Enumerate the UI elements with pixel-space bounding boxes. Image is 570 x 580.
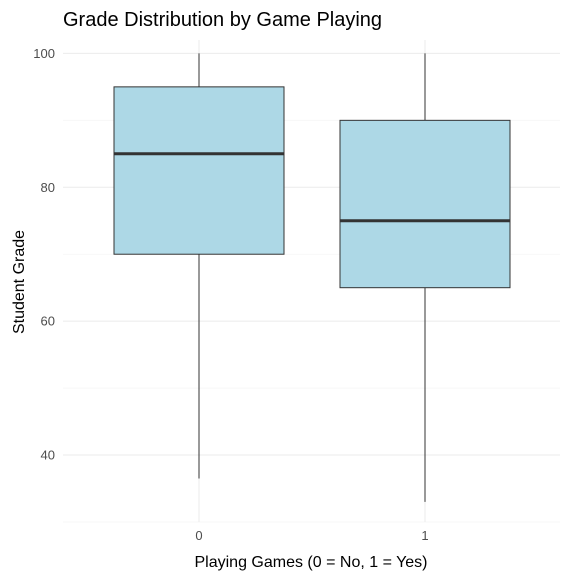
y-axis-title: Student Grade	[11, 230, 28, 334]
y-tick-labels: 40 60 80 100	[33, 46, 55, 463]
chart-title: Grade Distribution by Game Playing	[63, 9, 382, 31]
x-tick-label: 0	[195, 528, 202, 543]
x-tick-label: 1	[421, 528, 428, 543]
iqr-box	[339, 119, 511, 289]
y-tick-label: 100	[33, 46, 55, 61]
box-0	[113, 53, 285, 479]
y-tick-label: 60	[41, 314, 55, 329]
y-tick-label: 40	[41, 448, 55, 463]
box-series	[113, 53, 511, 502]
y-tick-label: 80	[41, 180, 55, 195]
box-1	[339, 53, 511, 502]
iqr-box	[113, 86, 285, 255]
x-axis-title: Playing Games (0 = No, 1 = Yes)	[194, 554, 427, 571]
